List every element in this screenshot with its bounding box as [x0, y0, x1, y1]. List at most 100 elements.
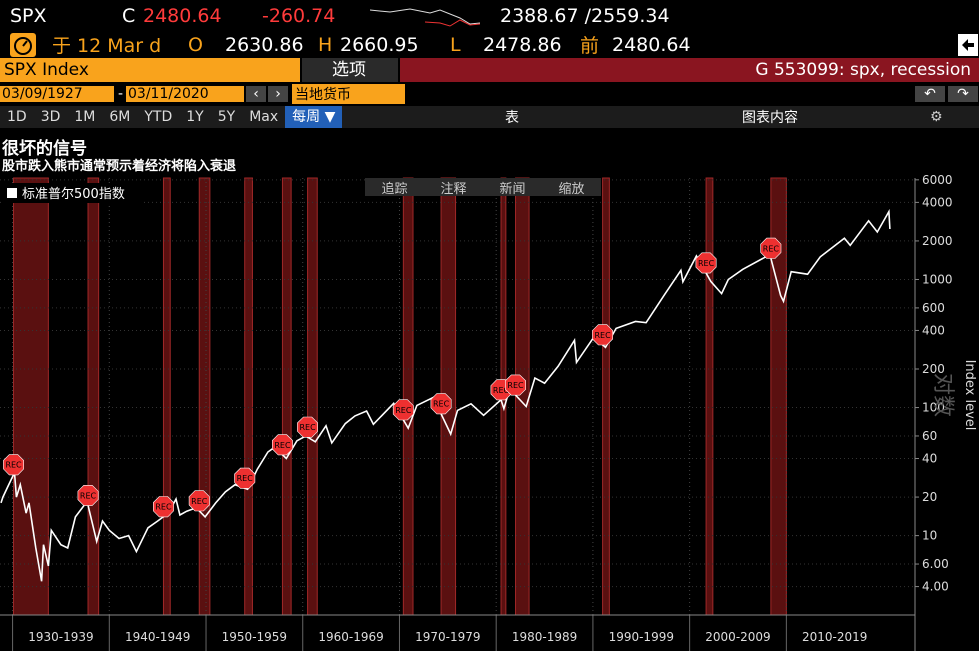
low: 2478.86: [483, 33, 562, 56]
chart-title: 很坏的信号: [2, 139, 87, 159]
period-button[interactable]: YTD: [144, 109, 173, 125]
recession-band: [198, 177, 211, 616]
last-price: 2480.64: [143, 5, 222, 27]
legend-box: [2, 183, 144, 203]
close-label: C: [122, 5, 136, 27]
frequency-button[interactable]: 每周 ▼: [285, 106, 343, 128]
y-tick-label: 40: [922, 452, 937, 466]
x-tick-label: 1980-1989: [512, 630, 577, 644]
recession-marker-label: REC: [80, 491, 97, 500]
y-tick-label: 100: [922, 401, 945, 415]
recession-marker-label: REC: [433, 400, 450, 409]
tool-button[interactable]: 注释: [440, 182, 467, 197]
currency[interactable]: 当地货币: [292, 84, 405, 104]
x-tick-label: 2010-2019: [802, 630, 867, 644]
recession-marker: [392, 399, 414, 421]
x-tick-label: 1960-1969: [318, 630, 383, 644]
chart-content-button[interactable]: 图表内容: [742, 110, 798, 126]
tool-button[interactable]: 缩放: [558, 182, 585, 197]
gauge-icon: [10, 33, 36, 57]
x-tick-label: 1950-1959: [222, 630, 287, 644]
recession-band: [602, 177, 610, 616]
recession-band: [705, 177, 714, 616]
redo-button[interactable]: ↷: [948, 86, 978, 102]
high: 2660.95: [340, 33, 419, 56]
export-icon[interactable]: [958, 34, 978, 56]
low-label: L: [450, 33, 461, 56]
quote-row: SPX C 2480.64 -260.74 2388.67 /2559.34: [0, 0, 979, 32]
recession-marker-label: REC: [493, 386, 510, 395]
y-tick-label: 20: [922, 490, 937, 504]
legend-swatch: [7, 188, 17, 198]
recession-marker-label: REC: [237, 474, 254, 483]
recession-band: [307, 177, 318, 616]
period-button[interactable]: 5Y: [217, 109, 236, 125]
ticker: SPX: [10, 5, 47, 27]
period-button[interactable]: 3D: [40, 109, 61, 125]
day-range: 2388.67 /2559.34: [500, 5, 670, 27]
period-button[interactable]: 1Y: [186, 109, 204, 125]
recession-marker: [760, 237, 782, 259]
period-button[interactable]: 1D: [7, 109, 27, 125]
security-row: SPX Index 选项 G 553099: spx, recession: [0, 58, 979, 82]
legend-label: 标准普尔500指数: [22, 187, 125, 202]
recession-marker-label: REC: [395, 406, 412, 415]
y-tick-label: 2000: [922, 234, 953, 248]
open: 2630.86: [225, 33, 304, 56]
chart-tools: 追踪 注释 新闻 缩放: [365, 178, 601, 197]
tool-button[interactable]: 追踪: [381, 182, 408, 197]
x-tick-label: 2000-2009: [705, 630, 770, 644]
recession-marker: [188, 490, 210, 512]
undo-button[interactable]: ↶: [915, 86, 945, 102]
recession-marker-label: REC: [698, 259, 715, 268]
recession-marker-label: REC: [594, 331, 611, 340]
options-button[interactable]: 选项: [302, 58, 398, 82]
change: -260.74: [262, 5, 336, 27]
y-tick-label: 60: [922, 429, 937, 443]
y-tick-label: 10: [922, 529, 937, 543]
recession-marker-label: REC: [5, 461, 22, 470]
date-row: 03/09/1927 - 03/11/2020 ‹ › 当地货币 ↶ ↷: [0, 84, 979, 104]
recession-marker-label: REC: [763, 244, 780, 253]
page-title: G 553099: spx, recession: [400, 58, 979, 82]
security[interactable]: SPX Index: [0, 58, 300, 82]
recession-band: [87, 177, 100, 616]
prev-button[interactable]: ‹: [246, 86, 266, 102]
x-tick-label: 1940-1949: [125, 630, 190, 644]
period-button[interactable]: Max: [249, 109, 279, 125]
end-date[interactable]: 03/11/2020: [126, 86, 244, 102]
chart-subtitle: 股市跌入熊市通常预示着经济将陷入衰退: [2, 159, 237, 174]
recession-band: [402, 177, 414, 616]
recession-marker-label: REC: [155, 503, 172, 512]
recession-marker: [153, 496, 174, 518]
table-button[interactable]: 表: [505, 110, 519, 126]
y-tick-label: 1000: [922, 272, 953, 286]
open-label: O: [188, 33, 203, 56]
settings-button[interactable]: ⚙: [930, 109, 943, 125]
recession-marker: [297, 416, 319, 438]
recession-marker: [234, 467, 256, 489]
prev-label: 前: [580, 35, 600, 57]
tool-button[interactable]: 新闻: [499, 182, 526, 197]
y-tick-label: 400: [922, 323, 945, 337]
recession-band: [281, 177, 292, 616]
next-button[interactable]: ›: [268, 86, 288, 102]
x-tick-label: 1990-1999: [609, 630, 674, 644]
recession-marker: [271, 434, 293, 456]
recession-band: [162, 177, 171, 616]
recession-marker: [695, 252, 717, 274]
y-tick-label: 200: [922, 362, 945, 376]
period-button[interactable]: 6M: [109, 109, 131, 125]
start-date[interactable]: 03/09/1927: [0, 86, 114, 102]
recession-marker: [77, 484, 99, 506]
period-button[interactable]: 1M: [74, 109, 96, 125]
recession-marker-label: REC: [274, 441, 291, 450]
scale-watermark: 对数: [930, 373, 955, 417]
recession-marker: [3, 454, 25, 476]
high-label: H: [318, 33, 333, 56]
recession-band: [13, 177, 49, 616]
recession-marker: [430, 393, 452, 415]
recession-marker-label: REC: [507, 381, 524, 390]
